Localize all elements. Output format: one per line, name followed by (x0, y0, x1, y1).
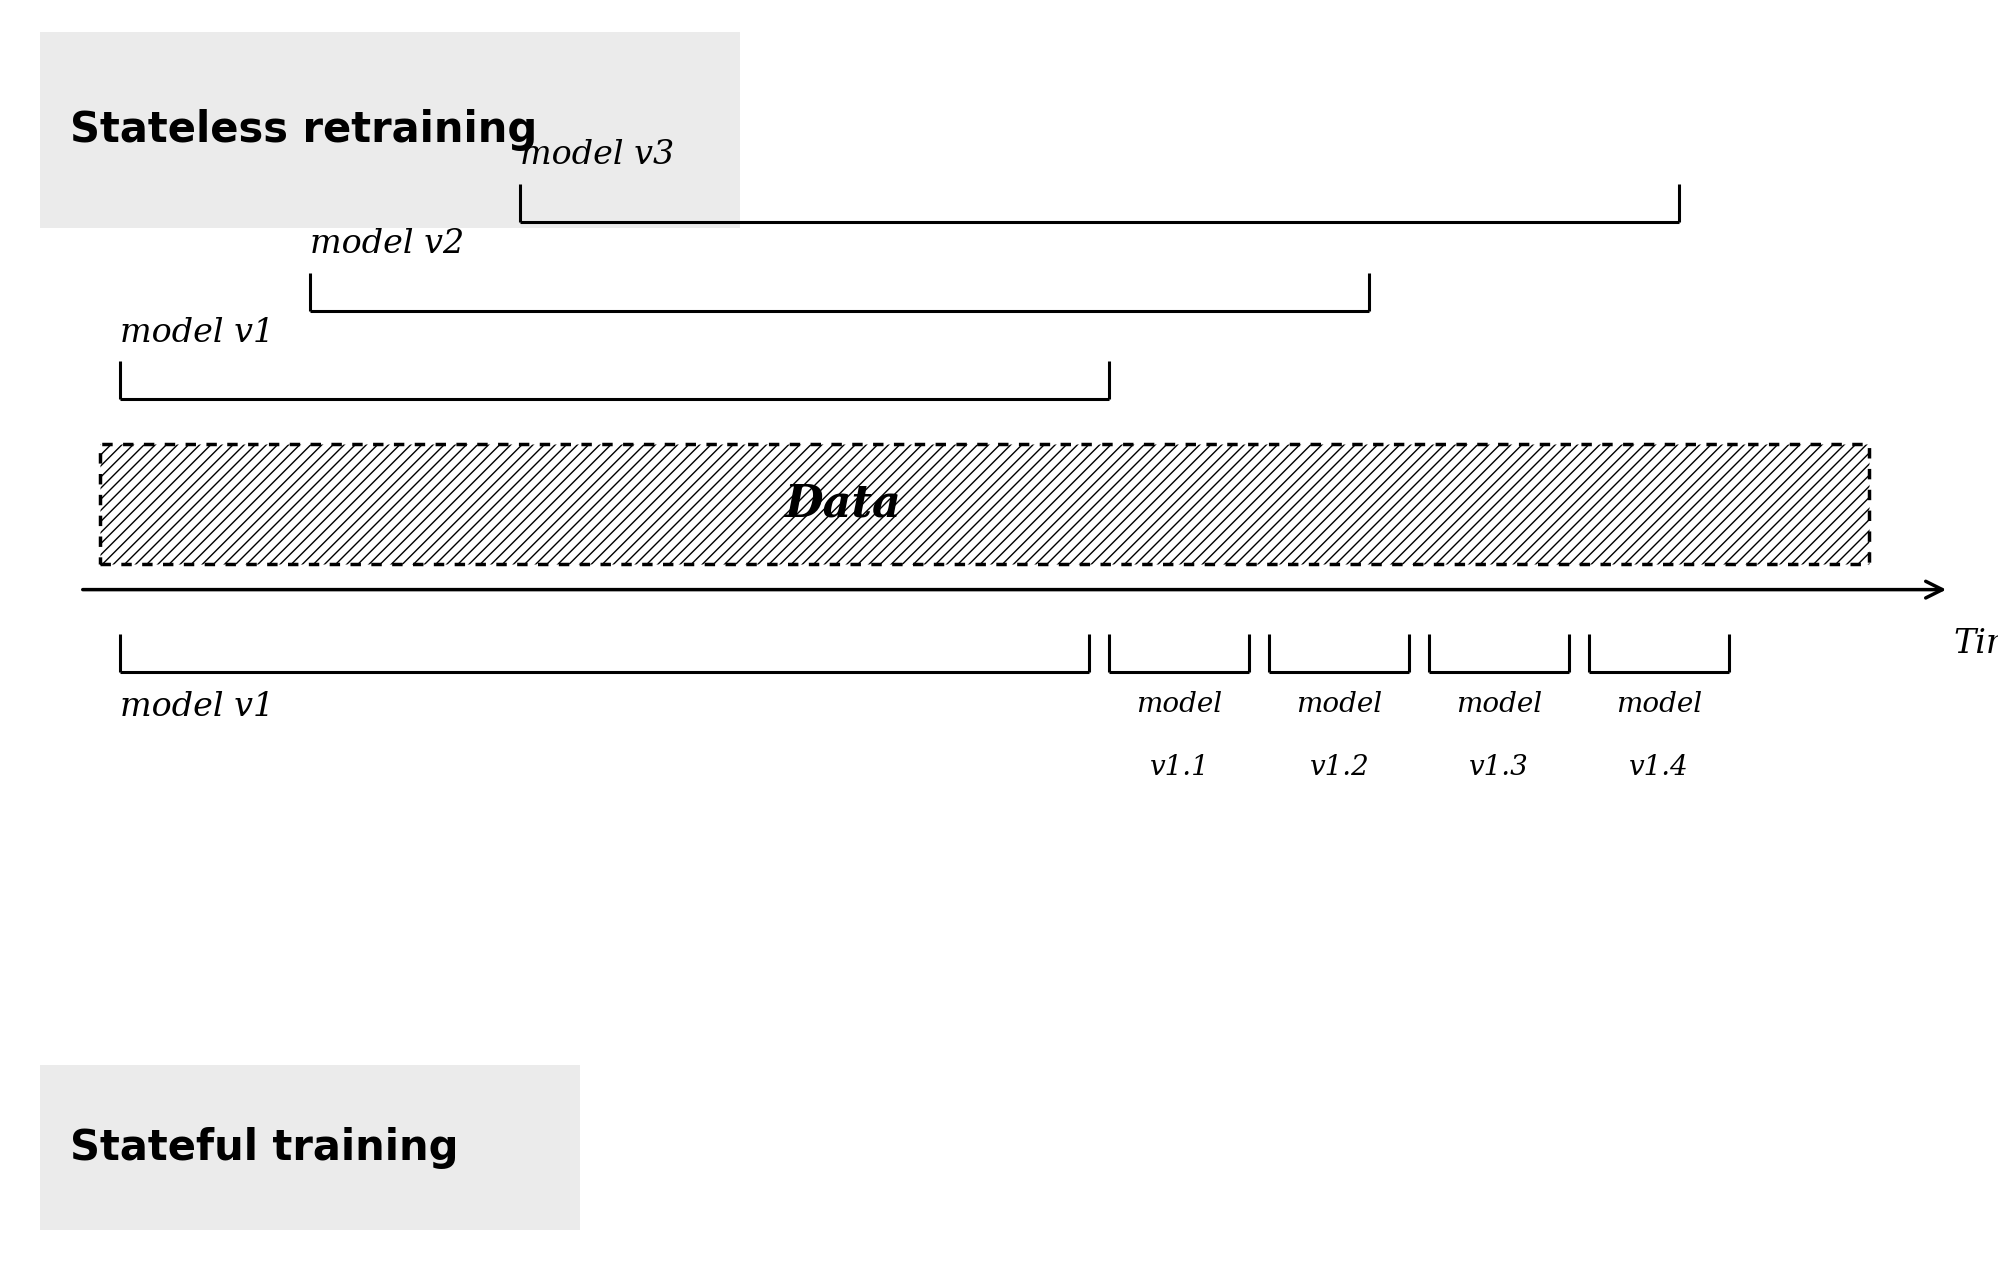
Text: model: model (1455, 691, 1542, 718)
Text: v1.1: v1.1 (1149, 754, 1209, 781)
Text: model: model (1295, 691, 1383, 718)
Text: v1.2: v1.2 (1309, 754, 1369, 781)
Text: model v2: model v2 (310, 228, 464, 260)
Text: model: model (1135, 691, 1223, 718)
Text: model v1: model v1 (120, 691, 274, 723)
Text: Stateful training: Stateful training (70, 1126, 458, 1169)
Text: Time: Time (1952, 628, 1998, 659)
Bar (40, 32, 739, 228)
Text: v1.4: v1.4 (1628, 754, 1688, 781)
Text: Stateless retraining: Stateless retraining (70, 109, 537, 151)
Text: model v1: model v1 (120, 317, 274, 349)
Text: v1.3: v1.3 (1469, 754, 1528, 781)
Bar (100, 444, 1868, 564)
Text: Data: Data (783, 483, 901, 525)
Bar (40, 1065, 579, 1230)
Text: model: model (1614, 691, 1702, 718)
Text: model v3: model v3 (519, 139, 673, 171)
